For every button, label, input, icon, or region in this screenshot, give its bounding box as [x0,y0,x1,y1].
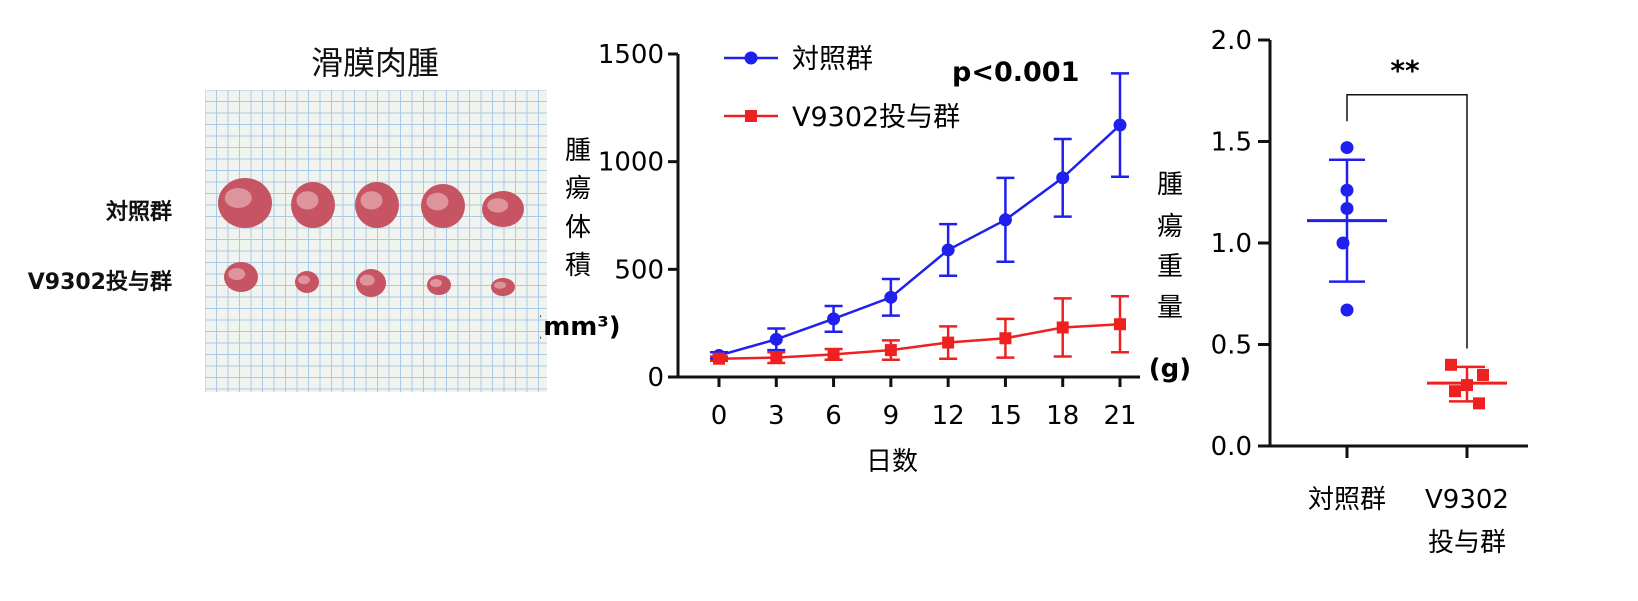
data-point [827,312,841,326]
photo-background [205,90,547,392]
dot-category-label-treated-2: 投与群 [1428,528,1506,558]
p-value-annotation: p<0.001 [952,57,1079,88]
line-xtick-label: 15 [989,401,1022,431]
group-2 [1427,358,1507,410]
photo-title: 滑膜肉腫 [310,44,439,82]
data-point [827,348,840,361]
data-point [769,332,783,346]
line-ytick-label: 1000 [598,148,664,178]
line-xtick-label: 12 [932,401,965,431]
tumor-highlight [360,191,383,210]
dot-ytick-label: 1.0 [1211,229,1252,259]
dot-ylabel-3: 重 [1157,252,1183,282]
dot-ytick-label: 2.0 [1211,26,1252,56]
data-point [1056,321,1069,334]
significance-bracket [1346,94,1468,349]
tumor-highlight [224,188,252,208]
tumor-highlight [494,281,506,289]
data-point [1113,118,1127,132]
data-point [1340,141,1354,155]
dot-ylabel-1: 腫 [1157,170,1183,200]
data-point [1056,171,1070,185]
series-1 [710,72,1129,362]
tumor-highlight [298,275,310,285]
dot-ylabel-4: 量 [1157,293,1183,323]
data-point [1473,397,1485,410]
data-point [1340,183,1354,197]
dot-ylabel-5: (g) [1149,354,1191,384]
legend-label: V9302投与群 [792,102,960,133]
line-ylabel-5: (mm³) [540,312,621,342]
line-xtick-label: 0 [711,401,728,431]
series-line [718,322,1121,360]
series-line [718,124,1121,357]
data-point [1340,201,1354,215]
line-ylabel-3: 体 [565,213,591,243]
legend-label: 対照群 [792,44,873,75]
data-point [713,352,725,365]
dot-category-label-treated-1: V9302 [1425,485,1509,515]
tumor-highlight [430,279,442,287]
tumor-highlight [487,198,509,213]
line-ylabel-2: 瘍 [565,174,591,204]
data-point [1336,236,1350,250]
data-point [1445,358,1457,371]
group-1 [1307,141,1387,317]
tumor-photo [205,90,547,392]
line-ylabel-4: 積 [565,251,591,281]
data-point [884,290,898,304]
line-xtick-label: 18 [1046,401,1079,431]
dot-ytick-label: 0.0 [1211,432,1252,462]
tumor-volume-chart: 腫 瘍 体 積 (mm³) 日数 p<0.001 0 500 1000 1500 0 3 6… [540,40,1140,477]
data-point [1340,303,1354,317]
data-point [1461,379,1473,392]
data-point [941,243,955,257]
row-label-control: 対照群 [105,200,172,225]
tumor-highlight [426,192,449,211]
data-point [999,332,1012,345]
data-point [884,344,897,357]
legend-marker [745,110,757,122]
data-point [1477,368,1489,381]
line-xtick-label: 6 [825,401,842,431]
tumor-highlight [228,268,246,280]
row-label-treated: V9302投与群 [27,270,172,295]
line-ytick-label: 500 [614,255,664,285]
line-xtick-label: 3 [768,401,785,431]
data-point [1114,318,1126,331]
tumor-weight-chart: 腫 瘍 重 量 (g) 対照群 V9302 投与群 ** 0.0 0.5 1.0 1.… [1149,26,1528,558]
series-2 [710,295,1129,365]
line-xtick-label: 9 [883,401,900,431]
line-xlabel: 日数 [866,447,918,477]
dot-ylabel-2: 瘍 [1157,212,1183,242]
line-ylabel-1: 腫 [565,136,591,166]
data-point [942,336,955,349]
line-xtick-label: 21 [1103,401,1136,431]
tumor-highlight [359,274,375,286]
data-point [998,213,1012,227]
data-point [770,351,783,364]
dot-ytick-label: 1.5 [1211,128,1252,158]
line-ytick-label: 1500 [598,40,664,70]
dot-category-label-control: 対照群 [1308,485,1386,515]
tumor-highlight [296,191,319,210]
line-ytick-label: 0 [647,363,664,393]
dot-ytick-label: 0.5 [1211,331,1252,361]
legend-marker [744,51,758,65]
significance-label: ** [1390,54,1420,87]
data-point [1449,385,1461,398]
